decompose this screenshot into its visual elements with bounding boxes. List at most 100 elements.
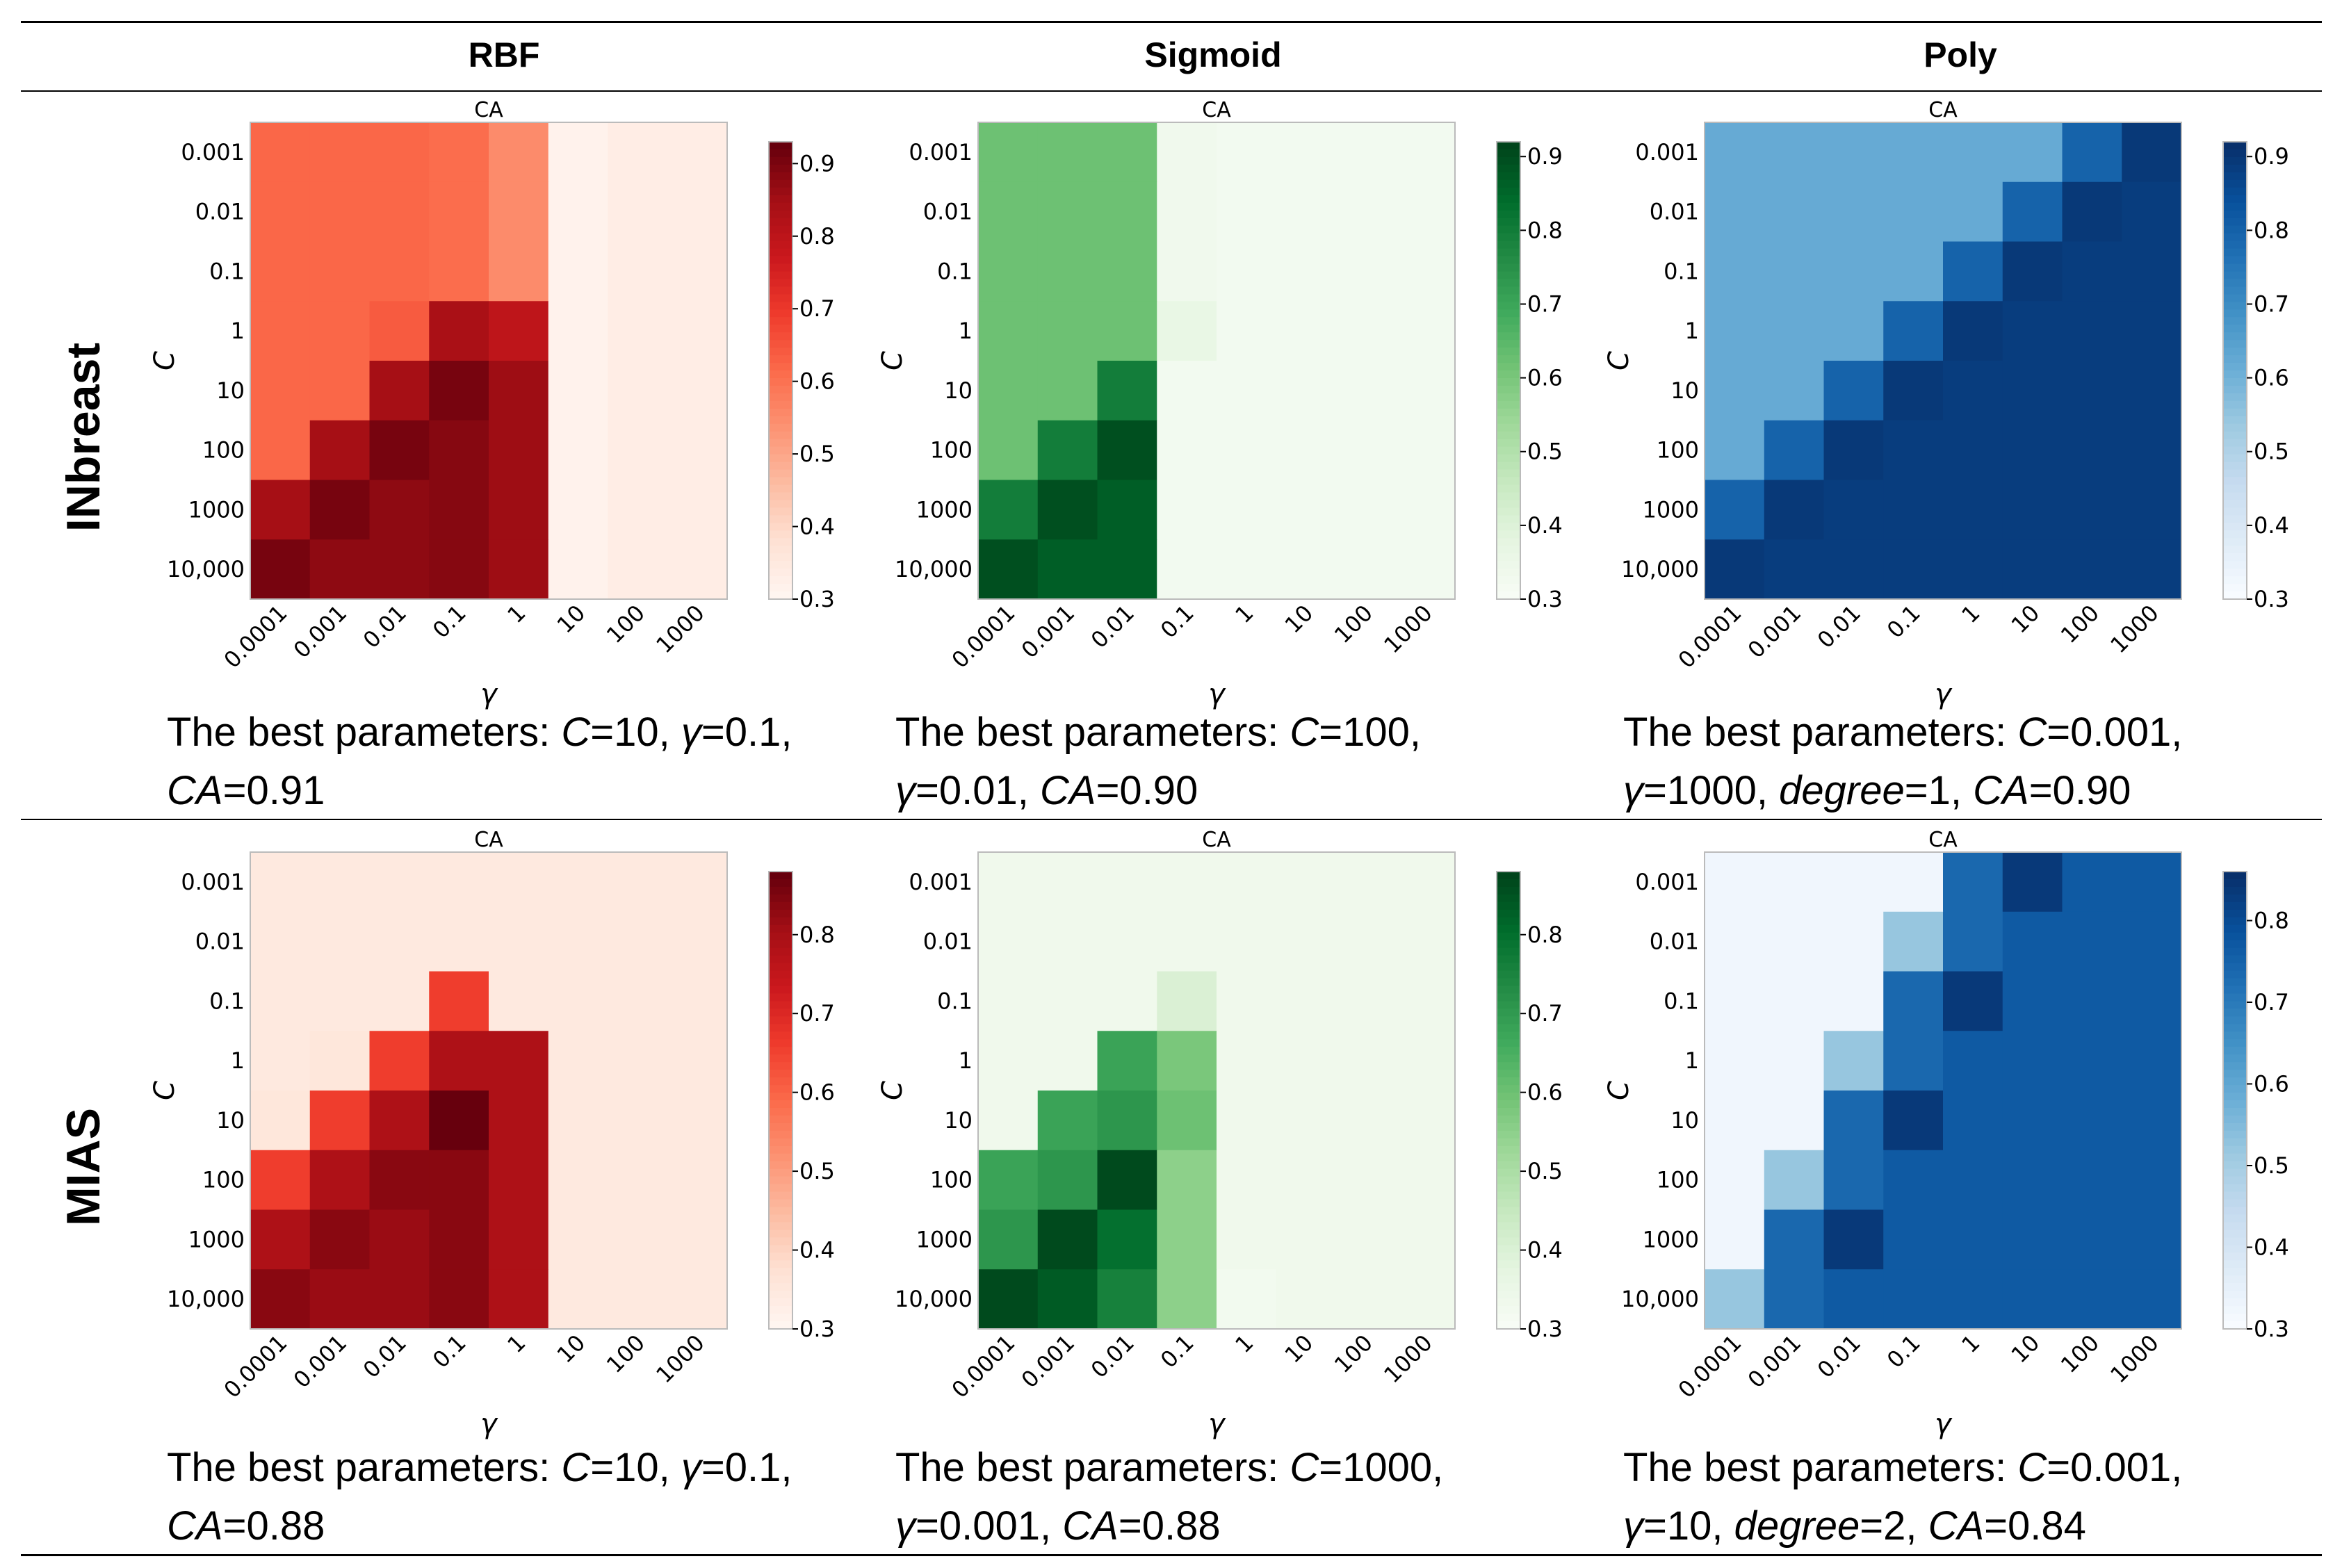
colorbar-segment xyxy=(769,963,792,972)
colorbar-tick-label: 0.8 xyxy=(1527,922,1563,948)
colorbar-segment xyxy=(1497,978,1520,987)
heatmap-cell xyxy=(978,539,1039,600)
colorbar-segment xyxy=(769,1161,792,1170)
heatmap-cell xyxy=(429,480,489,540)
heatmap-cell xyxy=(489,1091,549,1151)
heatmap-cell xyxy=(429,852,489,913)
heatmap-cell xyxy=(608,420,668,481)
colorbar-segment xyxy=(2223,1077,2247,1086)
colorbar-segment xyxy=(1497,164,1520,173)
heatmap-cell xyxy=(2122,1150,2182,1211)
colorbar-segment xyxy=(769,538,792,547)
colorbar-segment xyxy=(1497,901,1520,910)
caption-c-symbol: C xyxy=(561,1445,591,1490)
caption-ca-value: =0.84 xyxy=(1984,1503,2086,1549)
heatmap-cell xyxy=(1943,971,2003,1031)
x-tick-label: 0.0001 xyxy=(946,1330,1020,1403)
heatmap-cell xyxy=(548,122,609,183)
caption-c-value: =10, xyxy=(590,710,681,755)
heatmap-cell xyxy=(1883,241,1944,302)
caption-ca-value: =0.88 xyxy=(1118,1503,1221,1549)
colorbar-tick-label: 0.6 xyxy=(1527,1079,1563,1106)
colorbar-tick-label: 0.3 xyxy=(1527,586,1563,612)
heatmap-cell xyxy=(608,1150,668,1211)
heatmap-frame xyxy=(977,851,1456,1330)
heatmap-cell xyxy=(489,911,549,972)
y-tick-label: 10,000 xyxy=(1621,1286,1699,1312)
caption-ca-symbol: CA xyxy=(167,768,223,813)
heatmap-cell xyxy=(1883,539,1944,600)
heatmap-cell xyxy=(1943,1091,2003,1151)
heatmap-cell xyxy=(429,1209,489,1270)
x-tick-label: 0.0001 xyxy=(1673,1330,1746,1403)
heatmap-cell xyxy=(608,301,668,361)
heatmap-cell xyxy=(608,122,668,183)
y-tick-label: 1 xyxy=(959,318,973,344)
colorbar-segment xyxy=(2223,1207,2247,1216)
colorbar-segment xyxy=(2223,1138,2247,1147)
caption-mias-poly: The best parameters: C=0.001, γ=10, degre… xyxy=(1623,1439,2318,1555)
heatmap-cell xyxy=(489,361,549,421)
colorbar-segment xyxy=(2223,240,2247,250)
x-tick-label: 100 xyxy=(2056,1330,2104,1378)
heatmap-cell xyxy=(1883,852,1944,913)
heatmap-cell xyxy=(1097,181,1157,243)
heatmap-cell xyxy=(1764,852,1825,913)
colorbar-segment xyxy=(2223,1168,2247,1177)
colorbar-segment xyxy=(2223,309,2247,318)
colorbar-segment xyxy=(2223,993,2247,1002)
y-tick-label: 100 xyxy=(1657,1167,1699,1193)
heatmap-cell xyxy=(548,1269,609,1330)
colorbar-segment xyxy=(769,515,792,524)
heatmap-cell xyxy=(1395,971,1456,1031)
heatmap-cell xyxy=(369,122,430,183)
colorbar-segment xyxy=(1497,1230,1520,1239)
heatmap-cell xyxy=(1705,122,1765,183)
heatmap-cell xyxy=(2062,1091,2122,1151)
colorbar-segment xyxy=(2223,363,2247,371)
colorbar-segment xyxy=(769,1077,792,1086)
colorbar-segment xyxy=(2223,279,2247,288)
heatmap-cell xyxy=(1097,1150,1157,1211)
colorbar-segment xyxy=(1497,940,1520,949)
colorbar-segment xyxy=(769,377,792,386)
colorbar-segment xyxy=(1497,294,1520,303)
heatmap-cell xyxy=(1335,480,1396,540)
x-tick-label: 10 xyxy=(552,600,591,639)
colorbar-tick-label: 0.3 xyxy=(799,1316,835,1342)
heatmap-cell xyxy=(489,852,549,913)
heatmap-cell xyxy=(1335,301,1396,361)
colorbar-segment xyxy=(2223,947,2247,956)
header-rule xyxy=(21,90,2322,92)
column-header-poly: Poly xyxy=(1924,35,1997,74)
heatmap-cell xyxy=(667,1031,728,1091)
y-tick-label: 1000 xyxy=(916,496,973,523)
colorbar-segment xyxy=(2223,179,2247,188)
heatmap-cell xyxy=(1335,420,1396,481)
heatmap-cell xyxy=(1217,1269,1277,1330)
y-tick-label: 1 xyxy=(1685,1047,1699,1074)
x-tick-label: 0.001 xyxy=(288,1330,352,1394)
heatmap-cell xyxy=(1395,301,1456,361)
heatmap-cell xyxy=(1823,852,1884,913)
heatmap-cell xyxy=(667,971,728,1031)
colorbar-segment xyxy=(2223,872,2247,880)
colorbar-segment xyxy=(2223,172,2247,181)
y-tick-label: 10,000 xyxy=(895,1286,973,1312)
colorbar-segment xyxy=(2223,1237,2247,1246)
colorbar-segment xyxy=(1497,1122,1520,1132)
heatmap-cell xyxy=(548,539,609,600)
colorbar-segment xyxy=(1497,202,1520,211)
heatmap-inbreast-poly: CA0.0010.010.1110100100010,0000.00010.00… xyxy=(1603,98,2289,710)
y-tick-label: 0.001 xyxy=(909,139,973,165)
caption-c-value: =10, xyxy=(590,1445,681,1490)
y-tick-label: 0.1 xyxy=(937,988,973,1014)
x-tick-label: 10 xyxy=(2006,1330,2045,1369)
colorbar-segment xyxy=(1497,561,1520,569)
x-tick-label: 0.01 xyxy=(1812,600,1866,653)
row-label-mias: MIAS xyxy=(57,1108,110,1226)
heatmap-cell xyxy=(2002,301,2063,361)
y-tick-label: 1000 xyxy=(1643,1226,1699,1252)
x-tick-label: 0.0001 xyxy=(218,1330,292,1403)
colorbar-segment xyxy=(2223,370,2247,379)
